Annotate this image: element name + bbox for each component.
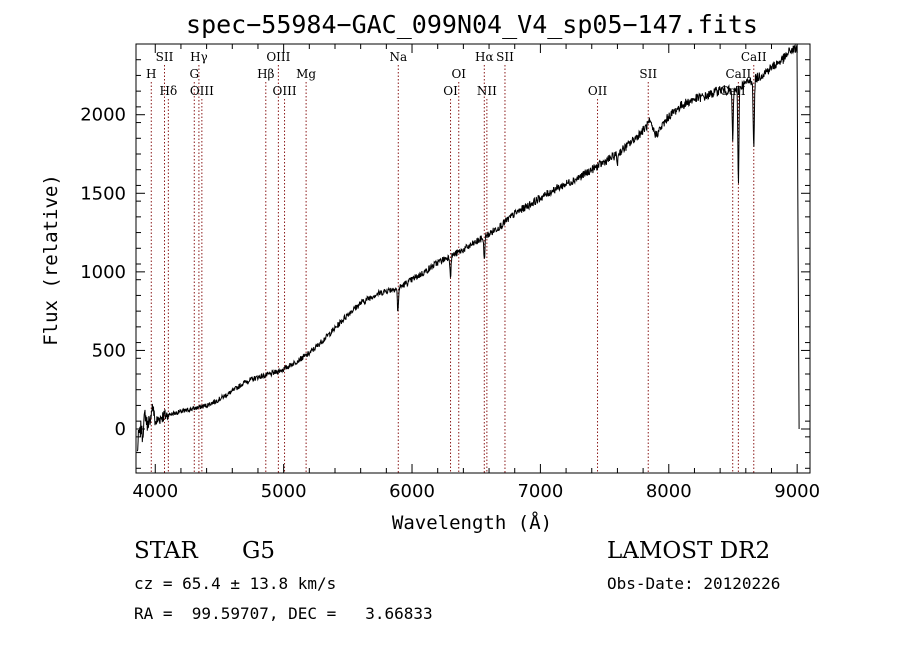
spectral-line-label: OI	[451, 67, 466, 81]
spectral-line-label: NII	[477, 84, 497, 98]
y-axis-label: Flux (relative)	[40, 174, 62, 346]
object-subclass: G5	[242, 538, 276, 564]
y-tick-label: 500	[92, 340, 126, 361]
spectral-line-label: OI	[443, 84, 458, 98]
x-axis-label: Wavelength (Å)	[392, 511, 552, 534]
spectral-line-label: Na	[389, 50, 407, 64]
spectrum-series	[136, 43, 800, 452]
spectral-line-label: OII	[588, 84, 608, 98]
spectral-line-label: G	[189, 67, 199, 81]
survey-name: LAMOST DR2	[607, 538, 771, 564]
object-class: STAR	[134, 538, 198, 564]
spectral-line-label: OIII	[190, 84, 214, 98]
axis-ticks: 4000 5000 6000 7000 8000 9000 0 500 1000 1500 2000	[80, 43, 820, 502]
spectral-line-label: H	[146, 67, 156, 81]
spectral-line-label: CaII	[725, 67, 751, 81]
spectral-line-label: SII	[156, 50, 174, 64]
y-tick-label: 1500	[80, 183, 126, 204]
spectral-line-label: Hβ	[257, 67, 274, 81]
spectral-line-label: Mg	[296, 67, 316, 81]
x-tick-label: 9000	[774, 481, 820, 502]
x-tick-label: 4000	[132, 481, 178, 502]
x-tick-label: 8000	[646, 481, 692, 502]
x-tick-label: 6000	[389, 481, 435, 502]
observation-date: Obs-Date: 20120226	[607, 574, 781, 593]
spectral-line-label: Hα	[475, 50, 494, 64]
spectral-line-label: CaII	[741, 50, 767, 64]
y-tick-label: 2000	[80, 105, 126, 126]
spectral-line-label: Hγ	[190, 50, 208, 64]
spectral-line-label: SII	[639, 67, 657, 81]
spectral-line-label: OIII	[266, 50, 290, 64]
coordinates: RA = 99.59707, DEC = 3.66833	[134, 604, 433, 623]
plot-frame	[135, 43, 811, 474]
y-tick-label: 0	[115, 419, 126, 440]
spectral-line-label: OIII	[273, 84, 297, 98]
x-tick-label: 5000	[261, 481, 307, 502]
x-tick-label: 7000	[517, 481, 563, 502]
spectral-line-label: SII	[496, 50, 514, 64]
chart-title: spec−55984−GAC_099N04_V4_sp05−147.fits	[186, 10, 758, 39]
redshift-value: cz = 65.4 ± 13.8 km/s	[134, 574, 337, 593]
y-tick-label: 1000	[80, 262, 126, 283]
spectral-line-label: Hδ	[160, 84, 178, 98]
spectrum-line	[136, 43, 800, 452]
